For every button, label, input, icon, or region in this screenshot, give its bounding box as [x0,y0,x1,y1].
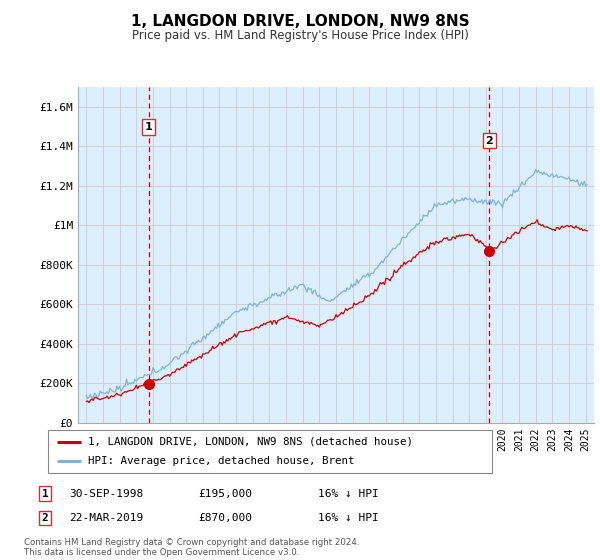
Text: 16% ↓ HPI: 16% ↓ HPI [318,513,379,523]
Text: 1, LANGDON DRIVE, LONDON, NW9 8NS (detached house): 1, LANGDON DRIVE, LONDON, NW9 8NS (detac… [88,437,413,447]
Text: HPI: Average price, detached house, Brent: HPI: Average price, detached house, Bren… [88,456,355,466]
Text: £870,000: £870,000 [198,513,252,523]
Text: 1, LANGDON DRIVE, LONDON, NW9 8NS: 1, LANGDON DRIVE, LONDON, NW9 8NS [131,14,469,29]
Text: 2: 2 [485,136,493,146]
Text: Price paid vs. HM Land Registry's House Price Index (HPI): Price paid vs. HM Land Registry's House … [131,29,469,42]
Text: 22-MAR-2019: 22-MAR-2019 [69,513,143,523]
Text: 2: 2 [41,513,49,523]
Text: 16% ↓ HPI: 16% ↓ HPI [318,489,379,499]
Text: 1: 1 [145,122,152,132]
Text: Contains HM Land Registry data © Crown copyright and database right 2024.
This d: Contains HM Land Registry data © Crown c… [24,538,359,557]
Text: 30-SEP-1998: 30-SEP-1998 [69,489,143,499]
Text: £195,000: £195,000 [198,489,252,499]
Text: 1: 1 [41,489,49,499]
